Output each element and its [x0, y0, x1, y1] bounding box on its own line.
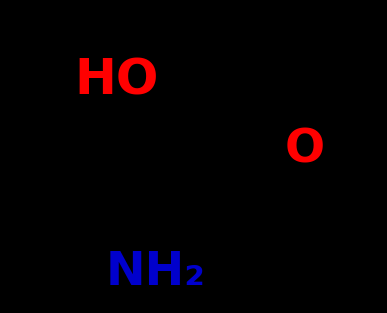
Text: NH₂: NH₂: [106, 250, 206, 295]
Text: HO: HO: [75, 56, 159, 104]
Text: O: O: [284, 128, 324, 173]
